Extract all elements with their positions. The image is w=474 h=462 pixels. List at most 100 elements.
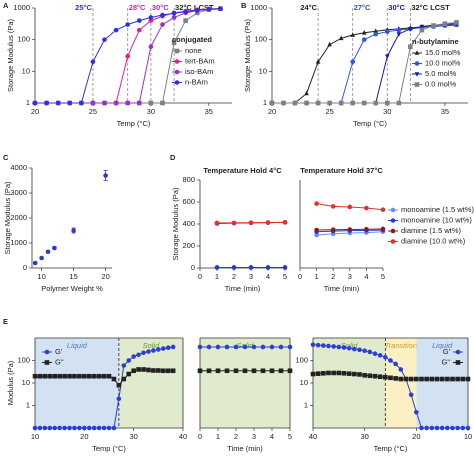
x-tick-label: 20 bbox=[412, 432, 420, 441]
data-point bbox=[315, 100, 321, 106]
data-point bbox=[194, 8, 200, 13]
reference-label: 30°C bbox=[388, 3, 405, 12]
data-point bbox=[265, 220, 271, 225]
legend-marker bbox=[455, 360, 461, 365]
region bbox=[118, 338, 183, 428]
legend-marker bbox=[414, 82, 420, 87]
data-point bbox=[321, 370, 326, 376]
x-tick-label: 20 bbox=[101, 272, 109, 281]
data-point bbox=[373, 28, 379, 34]
legend-label: monoamine (1.5 wt%) bbox=[401, 205, 474, 214]
data-point bbox=[350, 100, 356, 106]
data-point bbox=[357, 372, 362, 377]
data-point bbox=[251, 344, 257, 350]
data-point bbox=[282, 265, 288, 270]
legend-label: 5.0 mol% bbox=[425, 69, 457, 78]
legend-label: G" bbox=[442, 357, 451, 366]
data-point bbox=[151, 368, 156, 373]
x-axis-title: Time (min) bbox=[324, 284, 360, 293]
data-point bbox=[121, 363, 127, 368]
data-point bbox=[136, 27, 142, 33]
x-tick-label: 30 bbox=[383, 107, 391, 116]
data-point bbox=[269, 344, 275, 350]
data-point bbox=[52, 245, 57, 251]
data-point bbox=[44, 100, 49, 106]
legend-marker bbox=[174, 80, 180, 85]
data-point bbox=[148, 44, 154, 49]
data-point bbox=[350, 59, 356, 65]
legend-label: G" bbox=[55, 357, 64, 366]
x-axis-title: Temp (°C) bbox=[374, 444, 408, 453]
legend-label: diamine (10.0 wt%) bbox=[401, 236, 466, 245]
data-point bbox=[224, 344, 230, 350]
legend-marker bbox=[390, 239, 396, 244]
y-tick-label: 200 bbox=[182, 241, 195, 250]
data-point bbox=[62, 425, 67, 431]
data-point bbox=[424, 376, 429, 382]
data-point bbox=[393, 376, 398, 381]
data-point bbox=[218, 6, 223, 12]
data-point bbox=[96, 373, 102, 379]
panel-label: D bbox=[170, 153, 176, 162]
data-point bbox=[233, 344, 239, 350]
legend-marker bbox=[174, 59, 180, 64]
y-tick-label: 400 bbox=[182, 219, 195, 228]
data-point bbox=[398, 376, 404, 382]
y-axis-title: Storage Modulus (Pa) bbox=[243, 19, 252, 92]
data-point bbox=[52, 373, 58, 379]
x-tick-label: 35 bbox=[205, 107, 213, 116]
y-tick-label: 1000 bbox=[10, 238, 27, 247]
y-axis-title: Storage Modulus (Pa) bbox=[6, 19, 15, 92]
data-point bbox=[346, 345, 352, 351]
data-point bbox=[414, 409, 419, 415]
data-point bbox=[338, 35, 344, 41]
x-tick-label: 2 bbox=[331, 272, 335, 281]
data-point bbox=[460, 425, 466, 431]
x-tick-label: 20 bbox=[80, 432, 88, 441]
data-point bbox=[160, 12, 165, 18]
data-point bbox=[183, 9, 188, 15]
x-tick-label: 40 bbox=[309, 432, 317, 441]
data-point bbox=[367, 373, 373, 379]
data-point bbox=[408, 44, 413, 49]
data-point bbox=[377, 353, 383, 358]
data-point bbox=[86, 373, 92, 379]
data-point bbox=[341, 345, 347, 350]
data-point bbox=[314, 227, 319, 233]
data-point bbox=[126, 371, 132, 377]
data-point bbox=[442, 21, 448, 26]
x-tick-label: 30 bbox=[129, 432, 137, 441]
data-point bbox=[445, 425, 450, 431]
x-axis-title: Time (min) bbox=[225, 284, 261, 293]
data-point bbox=[96, 425, 102, 431]
x-tick-label: 20 bbox=[31, 107, 39, 116]
region-label: Solid bbox=[143, 341, 161, 350]
legend-marker bbox=[390, 218, 396, 223]
data-point bbox=[460, 376, 466, 382]
x-tick-label: 5 bbox=[288, 432, 292, 441]
data-point bbox=[224, 368, 230, 374]
data-point bbox=[52, 425, 58, 431]
data-point bbox=[350, 32, 356, 37]
y-tick-label: 600 bbox=[182, 197, 195, 206]
data-point bbox=[101, 425, 107, 431]
data-point bbox=[45, 249, 51, 255]
chart-title: Temperature Hold 37°C bbox=[300, 166, 383, 175]
y-tick-label: 10 bbox=[259, 66, 267, 75]
data-point bbox=[455, 425, 460, 431]
data-point bbox=[281, 100, 286, 106]
region-label: Liquid bbox=[67, 341, 88, 350]
data-point bbox=[424, 425, 429, 431]
data-point bbox=[287, 344, 293, 350]
data-point bbox=[331, 344, 336, 349]
data-point bbox=[148, 100, 154, 106]
x-tick-label: 4 bbox=[266, 272, 270, 281]
data-point bbox=[111, 425, 117, 431]
data-point bbox=[146, 349, 151, 354]
data-point bbox=[197, 368, 203, 374]
y-axis-title: Modulus (Pa) bbox=[6, 360, 15, 405]
data-point bbox=[260, 344, 266, 350]
data-point bbox=[42, 425, 48, 431]
x-tick-label: 20 bbox=[268, 107, 276, 116]
data-point bbox=[214, 220, 220, 226]
